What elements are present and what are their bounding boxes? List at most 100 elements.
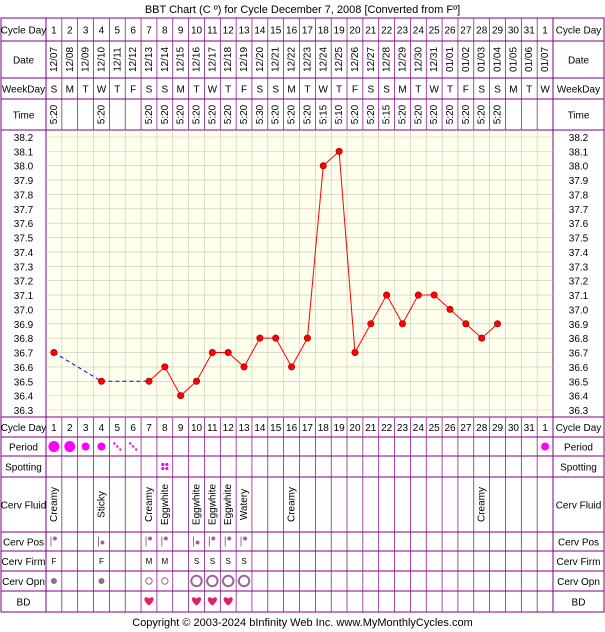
row-label-cerv-firm: Cerv Firm [2, 557, 46, 568]
time-label: 5:20 [144, 104, 155, 124]
temperature-line-segment [180, 380, 197, 397]
y-tick-label-left: 37.5 [14, 234, 34, 245]
y-tick-label-left: 37.1 [14, 291, 34, 302]
cycle-day-label: 20 [349, 423, 361, 434]
date-label: 12/18 [223, 47, 234, 72]
cycle-day-label: 4 [99, 26, 105, 37]
weekday-label: T [114, 85, 120, 96]
cerv-opn-medium-icon [145, 577, 153, 585]
date-label: 12/21 [271, 47, 282, 72]
cycle-day-label: 27 [460, 423, 472, 434]
date-label: 12/08 [65, 47, 76, 72]
y-tick-label-left: 37.2 [14, 277, 34, 288]
date-label: 01/03 [477, 47, 488, 72]
cerv-fluid-label: Eggwhite [192, 483, 203, 525]
cycle-day-label: 22 [381, 26, 393, 37]
cerv-firm-label: F [99, 557, 104, 566]
date-label: 01/02 [461, 47, 472, 72]
chart-title: BBT Chart (C º) for Cycle December 7, 20… [145, 4, 460, 16]
temperature-line-segment [322, 150, 340, 167]
time-label: 5:20 [445, 104, 456, 124]
period-medium-icon [97, 442, 106, 451]
period-light-icon [128, 442, 132, 445]
temperature-point [414, 291, 422, 299]
spotting-icon [165, 466, 169, 471]
temperature-line-segment [291, 337, 308, 368]
cerv-firm-label: M [146, 557, 153, 566]
cycle-day-label: 23 [397, 423, 409, 434]
y-tick-label-right: 36.8 [569, 334, 589, 345]
spotting-icon [161, 462, 165, 467]
date-label: 12/29 [397, 47, 408, 72]
cycle-day-label: 15 [270, 423, 282, 434]
y-tick-label-right: 37.3 [569, 262, 589, 273]
period-light-icon [134, 448, 138, 451]
weekday-label: W [97, 85, 107, 96]
cycle-day-label: 14 [254, 423, 266, 434]
row-label-date: Date [13, 56, 35, 67]
y-tick-label-right: 36.6 [569, 363, 589, 374]
y-tick-label-left: 36.7 [14, 349, 34, 360]
cerv-fluid-label: Sticky [96, 491, 107, 518]
y-tick-label-right: 36.7 [569, 349, 589, 360]
time-label: 5:20 [160, 104, 171, 124]
cerv-opn-open-icon [190, 574, 203, 588]
cycle-day-label: 1 [51, 423, 57, 434]
y-tick-label-right: 37.0 [569, 305, 589, 316]
cerv-opn-closed-icon [98, 578, 105, 584]
time-label: 5:10 [334, 104, 345, 124]
weekday-label: T [336, 85, 342, 96]
y-tick-label-right: 38.1 [569, 147, 589, 158]
temperature-point [240, 363, 248, 371]
cycle-day-label: 6 [130, 26, 136, 37]
time-label: 5:20 [493, 104, 504, 124]
cerv-firm-label: S [210, 557, 215, 566]
cycle-day-label: 25 [429, 423, 441, 434]
time-label: 5:20 [397, 104, 408, 124]
y-tick-label-left: 37.9 [14, 176, 34, 187]
y-tick-label-left: 38.1 [14, 147, 34, 158]
weekday-label: F [241, 85, 247, 96]
temperature-point [446, 305, 454, 313]
temperature-point [462, 320, 470, 328]
cycle-day-label: 14 [254, 26, 266, 37]
date-label: 12/13 [144, 47, 155, 72]
temperature-point [478, 334, 486, 342]
row-label-cycle-day-right: Cycle Day [556, 26, 602, 37]
y-tick-label-left: 38.2 [14, 133, 34, 144]
cycle-day-label: 3 [83, 423, 89, 434]
cerv-firm-label: M [161, 557, 168, 566]
weekday-label: S [161, 85, 168, 96]
y-tick-label-right: 37.9 [569, 176, 589, 187]
cycle-day-label: 19 [334, 423, 346, 434]
weekday-label: F [463, 85, 469, 96]
period-medium-icon [541, 442, 550, 451]
period-light-icon [116, 445, 119, 448]
cycle-day-label: 11 [207, 423, 218, 434]
date-label: 01/05 [508, 47, 519, 72]
row-label-period: Period [9, 443, 38, 454]
cycle-day-label: 1 [51, 26, 57, 37]
time-label: 5:20 [239, 104, 250, 124]
cycle-day-label: 8 [162, 423, 168, 434]
row-label-weekday: WeekDay [2, 85, 45, 96]
y-tick-label-right: 37.8 [569, 190, 589, 201]
cycle-day-label: 9 [178, 423, 184, 434]
weekday-label: T [415, 85, 421, 96]
time-label: 5:20 [287, 104, 298, 124]
cerv-fluid-label: Creamy [49, 487, 60, 522]
y-tick-label-left: 36.3 [14, 406, 34, 417]
temperature-point [224, 349, 232, 357]
time-label: 5:20 [461, 104, 472, 124]
weekday-label: T [83, 85, 89, 96]
weekday-label: W [319, 85, 329, 96]
cycle-day-label: 24 [413, 26, 425, 37]
weekday-label: F [130, 85, 136, 96]
weekday-label: W [540, 85, 550, 96]
date-label: 12/14 [160, 47, 171, 72]
cycle-day-label: 11 [207, 26, 218, 37]
period-light-icon [119, 448, 122, 451]
temperature-line-segment [354, 323, 372, 353]
temperature-line-segment [465, 323, 483, 339]
